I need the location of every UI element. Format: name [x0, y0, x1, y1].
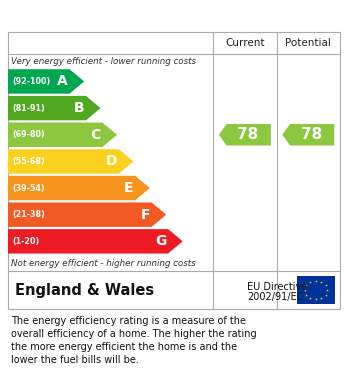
Text: 2002/91/EC: 2002/91/EC — [247, 292, 303, 302]
Text: Very energy efficient - lower running costs: Very energy efficient - lower running co… — [11, 57, 196, 66]
Text: Not energy efficient - higher running costs: Not energy efficient - higher running co… — [11, 259, 196, 268]
Polygon shape — [8, 122, 117, 147]
Text: EU Directive: EU Directive — [247, 282, 307, 292]
Text: A: A — [57, 74, 68, 88]
Text: Potential: Potential — [285, 38, 331, 48]
Polygon shape — [8, 229, 183, 253]
Text: (39-54): (39-54) — [12, 183, 45, 192]
Polygon shape — [282, 124, 334, 145]
Text: Energy Efficiency Rating: Energy Efficiency Rating — [7, 9, 228, 23]
Text: G: G — [155, 234, 166, 248]
Text: (21-38): (21-38) — [12, 210, 45, 219]
Text: Current: Current — [225, 38, 264, 48]
Polygon shape — [8, 203, 166, 227]
Polygon shape — [219, 124, 271, 145]
Text: B: B — [74, 101, 84, 115]
Text: E: E — [124, 181, 134, 195]
Text: (81-91): (81-91) — [12, 104, 45, 113]
Text: 78: 78 — [301, 127, 322, 142]
Text: F: F — [141, 208, 150, 222]
Text: England & Wales: England & Wales — [15, 283, 154, 298]
Polygon shape — [8, 69, 84, 94]
Text: (55-68): (55-68) — [12, 157, 45, 166]
Bar — [297, 276, 335, 305]
Polygon shape — [8, 176, 150, 200]
Text: The energy efficiency rating is a measure of the
overall efficiency of a home. T: The energy efficiency rating is a measur… — [11, 316, 257, 365]
Text: (69-80): (69-80) — [12, 130, 45, 139]
Polygon shape — [8, 149, 133, 174]
Text: D: D — [106, 154, 117, 169]
Text: (1-20): (1-20) — [12, 237, 39, 246]
Text: 78: 78 — [237, 127, 259, 142]
Text: C: C — [90, 128, 101, 142]
Text: (92-100): (92-100) — [12, 77, 50, 86]
Polygon shape — [8, 96, 101, 120]
